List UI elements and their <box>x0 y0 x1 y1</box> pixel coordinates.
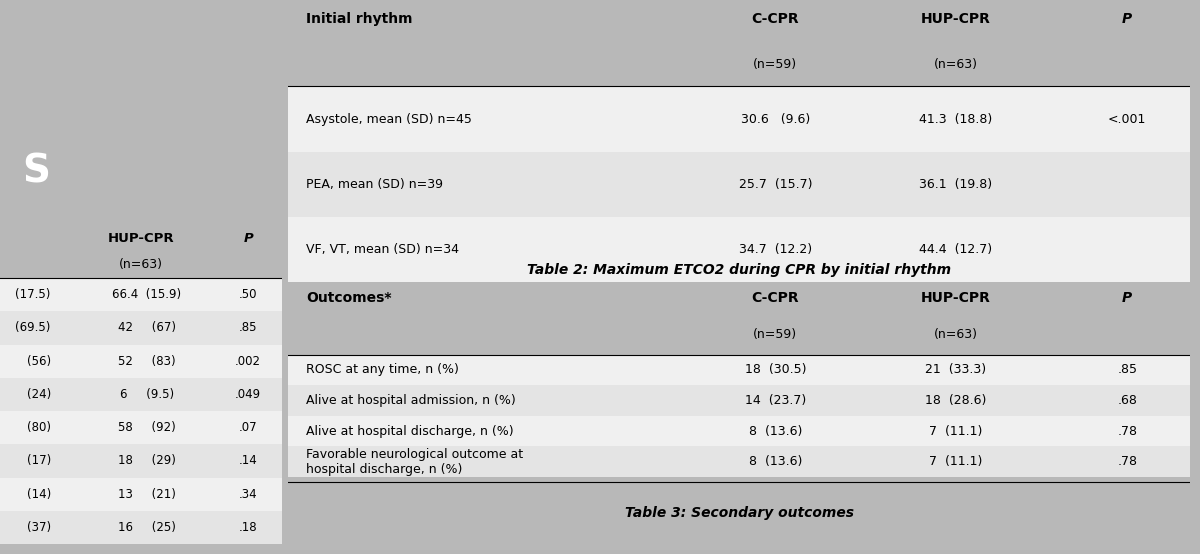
Bar <box>0 444 282 478</box>
Text: 25.7  (15.7): 25.7 (15.7) <box>738 178 812 191</box>
Text: .85: .85 <box>239 321 258 335</box>
Text: Alive at hospital discharge, n (%): Alive at hospital discharge, n (%) <box>306 424 514 438</box>
Text: P: P <box>1122 291 1133 305</box>
Text: 8  (13.6): 8 (13.6) <box>749 455 802 468</box>
Text: (n=59): (n=59) <box>754 328 797 341</box>
Text: (69.5): (69.5) <box>16 321 50 335</box>
Text: HUP-CPR: HUP-CPR <box>108 232 174 244</box>
Text: (n=63): (n=63) <box>119 258 163 271</box>
Text: 41.3  (18.8): 41.3 (18.8) <box>919 112 992 126</box>
Text: (80): (80) <box>26 421 50 434</box>
Text: 30.6   (9.6): 30.6 (9.6) <box>740 112 810 126</box>
Text: .50: .50 <box>239 288 258 301</box>
Text: Outcomes*: Outcomes* <box>306 291 391 305</box>
Bar <box>288 217 1190 283</box>
Text: HUP-CPR: HUP-CPR <box>920 12 991 25</box>
Text: 58     (92): 58 (92) <box>118 421 175 434</box>
Text: 36.1  (19.8): 36.1 (19.8) <box>919 178 992 191</box>
Text: .049: .049 <box>235 388 262 401</box>
Text: PEA, mean (SD) n=39: PEA, mean (SD) n=39 <box>306 178 443 191</box>
Bar <box>288 355 1190 385</box>
Bar <box>0 278 282 311</box>
Text: 8  (13.6): 8 (13.6) <box>749 424 802 438</box>
Text: Alive at hospital admission, n (%): Alive at hospital admission, n (%) <box>306 394 516 407</box>
Text: .34: .34 <box>239 488 258 501</box>
Text: (n=63): (n=63) <box>934 328 978 341</box>
Bar <box>0 478 282 511</box>
Text: 52     (83): 52 (83) <box>118 355 175 368</box>
Text: Favorable neurological outcome at
hospital discharge, n (%): Favorable neurological outcome at hospit… <box>306 448 523 475</box>
Bar <box>0 511 282 544</box>
Text: C-CPR: C-CPR <box>751 12 799 25</box>
Text: 18  (28.6): 18 (28.6) <box>925 394 986 407</box>
Bar <box>0 345 282 378</box>
Text: (17): (17) <box>26 454 50 468</box>
Text: Table 2: Maximum ETCO2 during CPR by initial rhythm: Table 2: Maximum ETCO2 during CPR by ini… <box>527 263 952 276</box>
Text: (17.5): (17.5) <box>16 288 50 301</box>
Bar <box>288 152 1190 217</box>
Text: 7  (11.1): 7 (11.1) <box>929 455 983 468</box>
Text: .85: .85 <box>1117 363 1138 376</box>
Text: 13     (21): 13 (21) <box>118 488 175 501</box>
Text: (56): (56) <box>26 355 50 368</box>
Text: .002: .002 <box>235 355 262 368</box>
Text: HUP-CPR: HUP-CPR <box>920 291 991 305</box>
Text: VF, VT, mean (SD) n=34: VF, VT, mean (SD) n=34 <box>306 243 460 256</box>
Text: 7  (11.1): 7 (11.1) <box>929 424 983 438</box>
Text: <.001: <.001 <box>1108 112 1146 126</box>
Text: Asystole, mean (SD) n=45: Asystole, mean (SD) n=45 <box>306 112 472 126</box>
Text: .78: .78 <box>1117 455 1138 468</box>
Bar <box>288 385 1190 416</box>
Text: 18     (29): 18 (29) <box>118 454 175 468</box>
Text: (n=63): (n=63) <box>934 58 978 70</box>
Bar <box>288 86 1190 152</box>
Text: 6     (9.5): 6 (9.5) <box>120 388 174 401</box>
Text: .78: .78 <box>1117 424 1138 438</box>
Text: .14: .14 <box>239 454 258 468</box>
Text: Table 3: Secondary outcomes: Table 3: Secondary outcomes <box>625 506 853 520</box>
Text: 14  (23.7): 14 (23.7) <box>745 394 806 407</box>
Text: (24): (24) <box>26 388 50 401</box>
Text: .07: .07 <box>239 421 258 434</box>
Bar <box>0 311 282 345</box>
Text: 44.4  (12.7): 44.4 (12.7) <box>919 243 992 256</box>
Text: ROSC at any time, n (%): ROSC at any time, n (%) <box>306 363 458 376</box>
Text: P: P <box>1122 12 1133 25</box>
Text: 34.7  (12.2): 34.7 (12.2) <box>739 243 812 256</box>
Text: C-CPR: C-CPR <box>751 291 799 305</box>
Text: 21  (33.3): 21 (33.3) <box>925 363 986 376</box>
Text: 16     (25): 16 (25) <box>118 521 175 534</box>
Text: Initial rhythm: Initial rhythm <box>306 12 413 25</box>
Text: 18  (30.5): 18 (30.5) <box>744 363 806 376</box>
Text: (14): (14) <box>26 488 50 501</box>
Text: (37): (37) <box>26 521 50 534</box>
Bar <box>0 378 282 411</box>
Bar <box>288 447 1190 477</box>
Text: 42     (67): 42 (67) <box>118 321 175 335</box>
Text: 66.4  (15.9): 66.4 (15.9) <box>112 288 181 301</box>
Text: (n=59): (n=59) <box>754 58 797 70</box>
Text: S: S <box>23 153 50 191</box>
Bar <box>0 411 282 444</box>
Text: .18: .18 <box>239 521 258 534</box>
Text: .68: .68 <box>1117 394 1138 407</box>
Text: P: P <box>244 232 253 244</box>
Bar <box>288 416 1190 447</box>
